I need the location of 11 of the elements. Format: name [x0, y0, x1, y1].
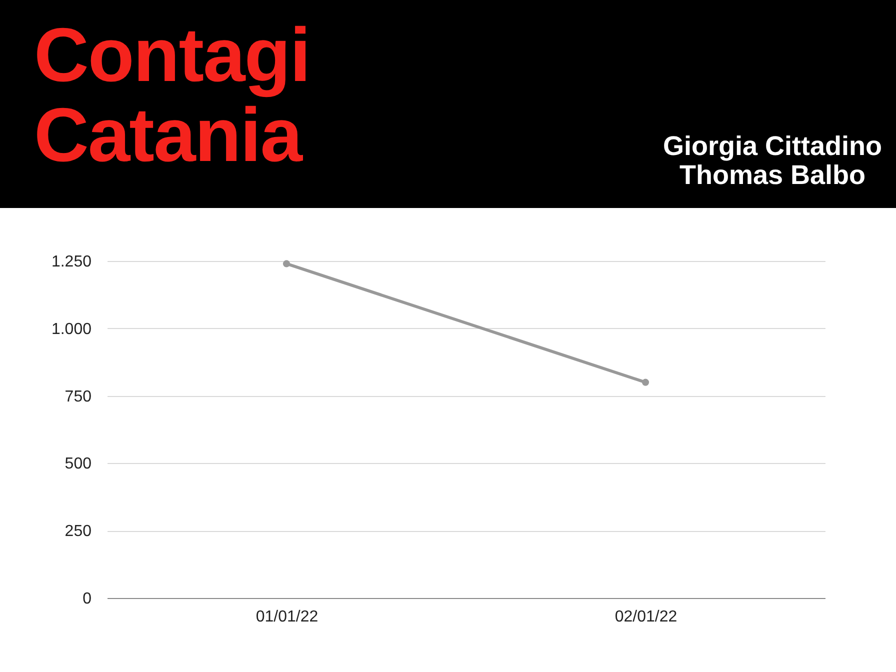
- y-tick-label: 1.000: [51, 320, 92, 338]
- x-tick-label: 02/01/22: [614, 608, 678, 626]
- x-tick-label: 01/01/22: [256, 608, 318, 626]
- y-tick-label: 0: [82, 590, 92, 608]
- text: Thomas Balbo: [679, 160, 867, 190]
- text: Giorgia Cittadino: [663, 131, 882, 161]
- y-tick-label: 500: [64, 456, 92, 473]
- y-tick-label: 250: [64, 523, 92, 540]
- y-tick-label: 1.250: [51, 254, 92, 270]
- y-tick-label: 750: [64, 388, 92, 406]
- chart-title: Contagi Catania: [34, 13, 311, 178]
